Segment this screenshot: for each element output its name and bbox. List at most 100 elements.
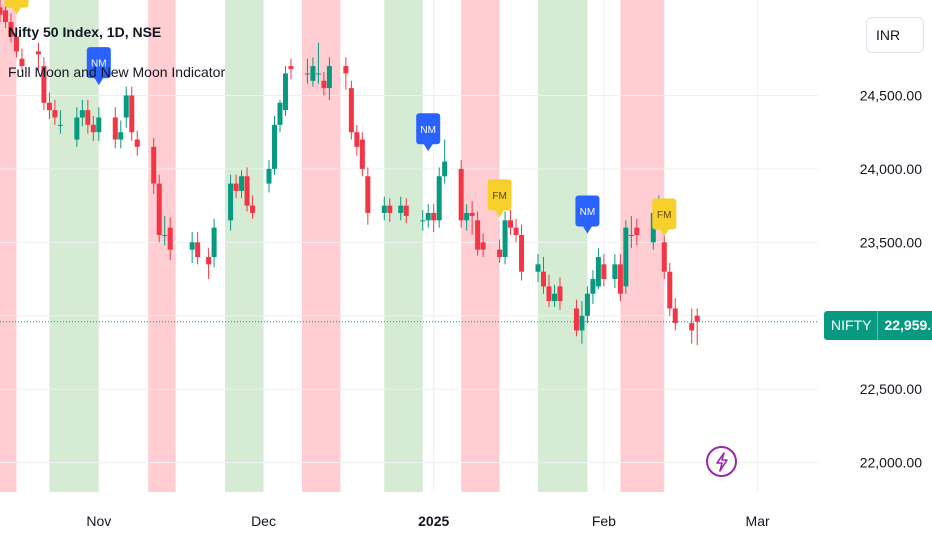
time-tick-label: Mar <box>746 513 770 529</box>
currency-button[interactable]: INR <box>866 17 924 53</box>
candle-body <box>96 117 102 133</box>
candle-body <box>288 66 294 70</box>
candle-body <box>354 132 360 147</box>
candle-body <box>266 168 272 184</box>
marker-pointer <box>93 77 104 86</box>
candle <box>310 57 316 87</box>
symbol-title[interactable]: Nifty 50 Index, 1D, NSE <box>8 24 162 40</box>
candle-body <box>162 234 168 236</box>
candle <box>35 42 41 72</box>
candle-body <box>195 242 201 258</box>
candle-body <box>359 139 365 169</box>
time-axis[interactable]: Nov Dec 2025 Feb Mar <box>86 513 770 529</box>
time-tick-label: Nov <box>86 513 111 529</box>
candle <box>13 27 19 58</box>
candle <box>277 99 283 133</box>
candle-body <box>282 73 288 111</box>
candle <box>271 116 277 175</box>
candle <box>79 99 85 127</box>
marker-box <box>575 195 600 227</box>
candle-body <box>541 271 547 287</box>
candle-body <box>239 176 245 191</box>
marker-box <box>86 47 111 79</box>
price-tick-label: 22,500.00 <box>860 381 922 397</box>
candle <box>321 71 327 96</box>
candle-body <box>90 124 96 133</box>
price-tick-label: 22,000.00 <box>860 455 922 471</box>
candle-body <box>519 234 525 272</box>
marker-label: NM <box>420 125 436 136</box>
last-price-symbol: NIFTY <box>824 311 879 340</box>
candle-body <box>634 227 640 235</box>
last-price-tag: NIFTY 22,959.50 <box>824 311 932 340</box>
candle <box>2 2 8 28</box>
candle-body <box>601 264 607 280</box>
candle <box>469 201 475 235</box>
candle-body <box>134 139 140 147</box>
marker-box <box>4 0 29 8</box>
marker-box <box>487 179 512 211</box>
marker-label: NM <box>580 207 596 218</box>
candle-body <box>502 220 508 258</box>
candle <box>112 107 118 149</box>
marker-pointer <box>423 143 434 152</box>
candle-body <box>189 242 195 250</box>
candle-body <box>211 227 217 258</box>
candle-body <box>420 220 426 222</box>
candle <box>57 110 63 134</box>
new-moon-band <box>384 0 423 492</box>
candle-body <box>387 205 393 213</box>
candle-body <box>617 264 623 294</box>
candle-body <box>250 205 256 213</box>
candle <box>661 233 667 280</box>
candle-body <box>612 264 618 280</box>
candle-body <box>343 66 349 74</box>
new-moon-marker: NM <box>575 195 600 234</box>
marker-pointer <box>494 209 505 218</box>
candle <box>513 218 519 243</box>
price-tick-label: 24,000.00 <box>860 161 922 177</box>
candle-body <box>315 73 321 75</box>
candle-body <box>19 58 25 67</box>
candle-body <box>403 205 409 216</box>
candle-body <box>551 293 557 302</box>
candle-body <box>475 220 481 250</box>
candle <box>579 301 585 344</box>
candle <box>85 99 91 134</box>
price-tick-label: 23,500.00 <box>860 234 922 250</box>
candle-body <box>244 176 250 206</box>
candle <box>19 48 25 72</box>
candle-body <box>584 293 590 316</box>
candle-body <box>661 242 667 272</box>
candle-body <box>52 110 58 118</box>
candle-body <box>348 88 354 133</box>
candle-body <box>458 168 464 221</box>
lightning-icon[interactable] <box>706 446 737 477</box>
candle-body <box>672 308 678 324</box>
indicator-name[interactable]: Full Moon and New Moon Indicator <box>8 64 226 80</box>
candle <box>612 254 618 288</box>
candle <box>519 224 525 281</box>
candle <box>480 233 486 258</box>
candle <box>250 195 256 219</box>
price-axis[interactable]: 22,000.00 22,500.00 23,500.00 24,000.00 24,5… <box>860 87 922 470</box>
candle-body <box>464 212 470 221</box>
candle <box>689 308 695 344</box>
candle-body <box>442 161 448 177</box>
candle <box>288 58 294 80</box>
candle <box>134 130 140 156</box>
time-tick-label: Feb <box>592 513 616 529</box>
candle-body <box>277 102 283 125</box>
candle-body <box>74 117 80 140</box>
candle <box>595 248 601 290</box>
full-moon-band <box>0 0 17 492</box>
candle-body <box>573 308 579 331</box>
candle <box>601 254 607 287</box>
candle <box>475 211 481 256</box>
candle-body <box>508 220 514 228</box>
full-moon-marker: FM <box>4 0 29 15</box>
moon-phase-bands <box>0 0 665 492</box>
marker-label: FM <box>492 191 506 202</box>
candle <box>266 160 272 193</box>
